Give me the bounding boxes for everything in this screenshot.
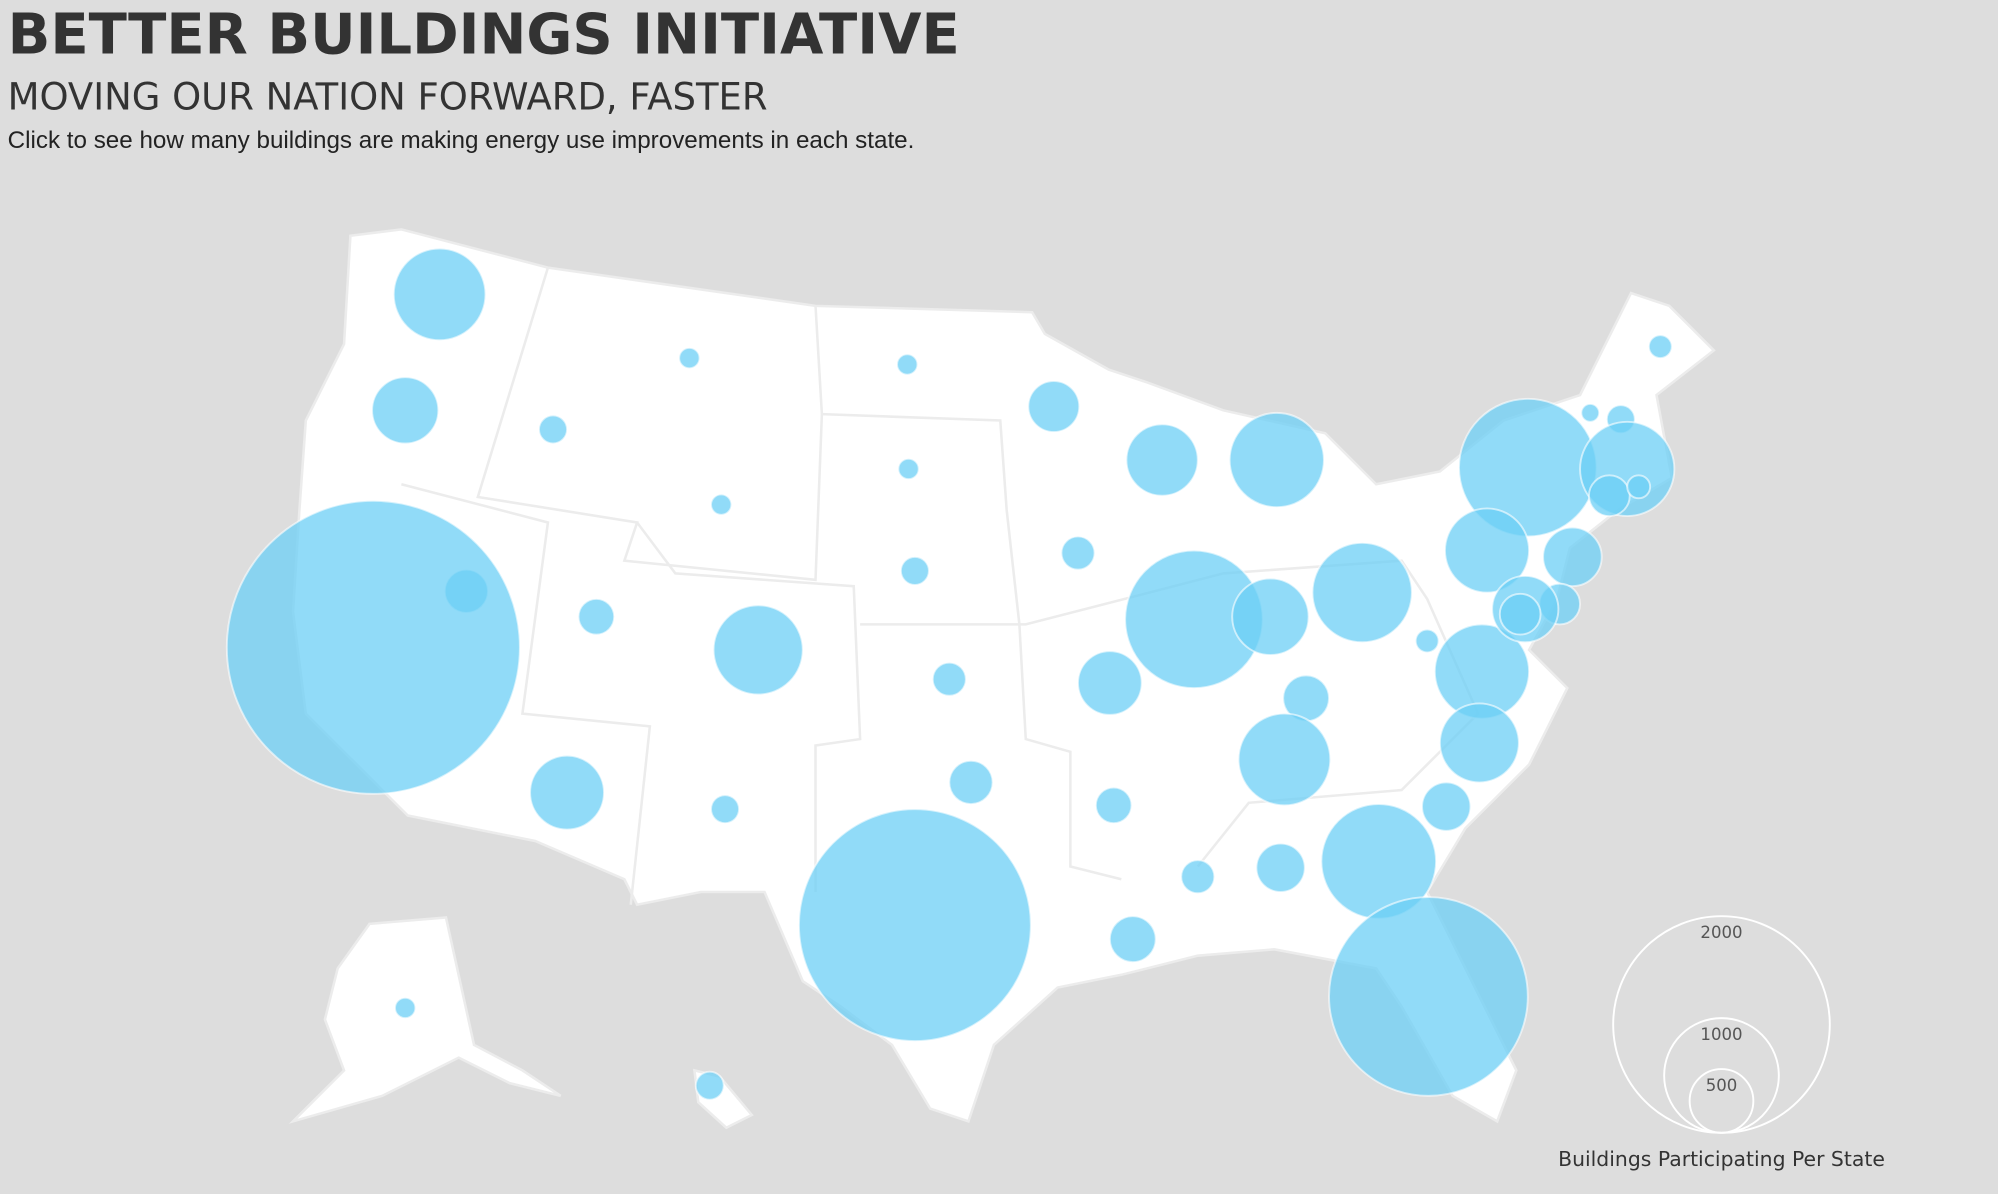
state-bubble[interactable] — [394, 996, 417, 1020]
state-bubble[interactable] — [1580, 402, 1601, 423]
state-bubble[interactable] — [1228, 411, 1325, 509]
alaska — [288, 916, 562, 1124]
state-bubble[interactable] — [1094, 786, 1133, 825]
state-bubble[interactable] — [1588, 474, 1631, 518]
state-bubble[interactable] — [225, 499, 521, 795]
state-borders — [401, 482, 652, 905]
state-bubble[interactable] — [1328, 896, 1529, 1097]
state-borders — [821, 412, 1122, 881]
state-bubble[interactable] — [712, 604, 804, 696]
state-bubble[interactable] — [1077, 650, 1143, 716]
state-bubble[interactable] — [1444, 507, 1531, 594]
state-bubble[interactable] — [1125, 423, 1199, 497]
legend-label: 1000 — [1700, 1025, 1742, 1044]
state-bubble[interactable] — [1027, 380, 1081, 433]
instruction: Click to see how many buildings are maki… — [8, 127, 915, 154]
state-bubble[interactable] — [1231, 577, 1310, 656]
state-bubble[interactable] — [1108, 915, 1157, 964]
state-bubble[interactable] — [1311, 541, 1413, 644]
legend-label: 2000 — [1700, 923, 1742, 942]
state-bubble[interactable] — [710, 794, 741, 825]
state-bubble[interactable] — [1421, 781, 1472, 832]
subtitle: MOVING OUR NATION FORWARD, FASTER — [8, 76, 768, 119]
state-bubble[interactable] — [1438, 702, 1520, 784]
state-bubble[interactable] — [1498, 592, 1542, 636]
state-bubble[interactable] — [1414, 628, 1440, 654]
state-borders — [636, 521, 862, 892]
state-bubble[interactable] — [896, 353, 919, 376]
state-bubble[interactable] — [529, 754, 605, 831]
legend-title: Buildings Participating Per State — [1558, 1147, 1885, 1171]
state-bubble[interactable] — [1626, 474, 1652, 500]
state-bubble[interactable] — [371, 376, 440, 445]
legend-circle — [1688, 1068, 1755, 1134]
state-bubble[interactable] — [797, 808, 1032, 1043]
title: BETTER BUILDINGS INITIATIVE — [8, 3, 960, 68]
legend-label: 500 — [1706, 1076, 1738, 1095]
state-bubble[interactable] — [1237, 712, 1332, 807]
state-bubble[interactable] — [392, 247, 487, 342]
state-bubble[interactable] — [577, 597, 616, 636]
state-bubble[interactable] — [710, 493, 733, 516]
legend: 2000 1000 500 Buildings Participating Per S… — [1558, 915, 1885, 1171]
state-bubble[interactable] — [948, 759, 994, 806]
state-bubble[interactable] — [1647, 334, 1673, 360]
state-bubble[interactable] — [1060, 535, 1096, 571]
state-bubble[interactable] — [694, 1070, 725, 1101]
bubble-layer — [225, 247, 1676, 1101]
state-bubble[interactable] — [1180, 859, 1216, 895]
state-bubble[interactable] — [899, 555, 930, 586]
state-bubble[interactable] — [1255, 842, 1306, 893]
state-bubble[interactable] — [678, 346, 701, 370]
state-bubble[interactable] — [931, 661, 967, 697]
state-bubble[interactable] — [1542, 526, 1603, 588]
state-bubble[interactable] — [897, 457, 920, 481]
state-bubble[interactable] — [538, 414, 568, 445]
